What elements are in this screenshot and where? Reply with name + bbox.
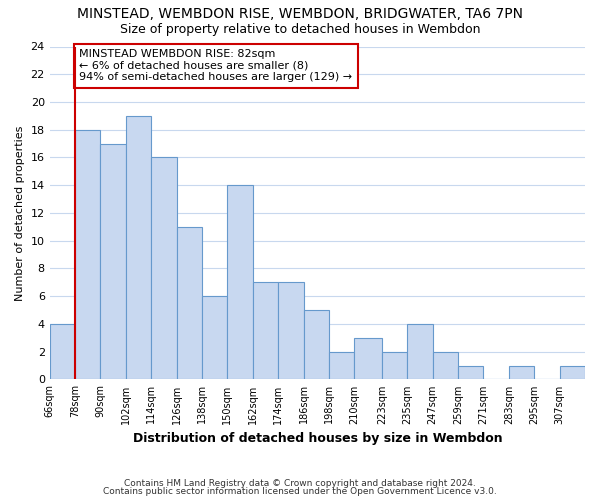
Bar: [176, 227, 202, 380]
Bar: [126, 116, 151, 380]
Bar: [355, 338, 382, 380]
Bar: [227, 185, 253, 380]
Text: Contains HM Land Registry data © Crown copyright and database right 2024.: Contains HM Land Registry data © Crown c…: [124, 478, 476, 488]
Bar: [329, 352, 355, 380]
Y-axis label: Number of detached properties: Number of detached properties: [15, 126, 25, 300]
Text: Size of property relative to detached houses in Wembdon: Size of property relative to detached ho…: [120, 22, 480, 36]
Bar: [560, 366, 585, 380]
Bar: [151, 158, 176, 380]
Bar: [433, 352, 458, 380]
Bar: [202, 296, 227, 380]
Bar: [382, 352, 407, 380]
Text: MINSTEAD WEMBDON RISE: 82sqm
← 6% of detached houses are smaller (8)
94% of semi: MINSTEAD WEMBDON RISE: 82sqm ← 6% of det…: [79, 50, 352, 82]
Bar: [278, 282, 304, 380]
Bar: [304, 310, 329, 380]
Bar: [458, 366, 484, 380]
Bar: [100, 144, 126, 380]
Bar: [50, 324, 75, 380]
Bar: [509, 366, 534, 380]
Bar: [253, 282, 278, 380]
Bar: [407, 324, 433, 380]
Text: MINSTEAD, WEMBDON RISE, WEMBDON, BRIDGWATER, TA6 7PN: MINSTEAD, WEMBDON RISE, WEMBDON, BRIDGWA…: [77, 8, 523, 22]
X-axis label: Distribution of detached houses by size in Wembdon: Distribution of detached houses by size …: [133, 432, 502, 445]
Bar: [75, 130, 100, 380]
Text: Contains public sector information licensed under the Open Government Licence v3: Contains public sector information licen…: [103, 487, 497, 496]
